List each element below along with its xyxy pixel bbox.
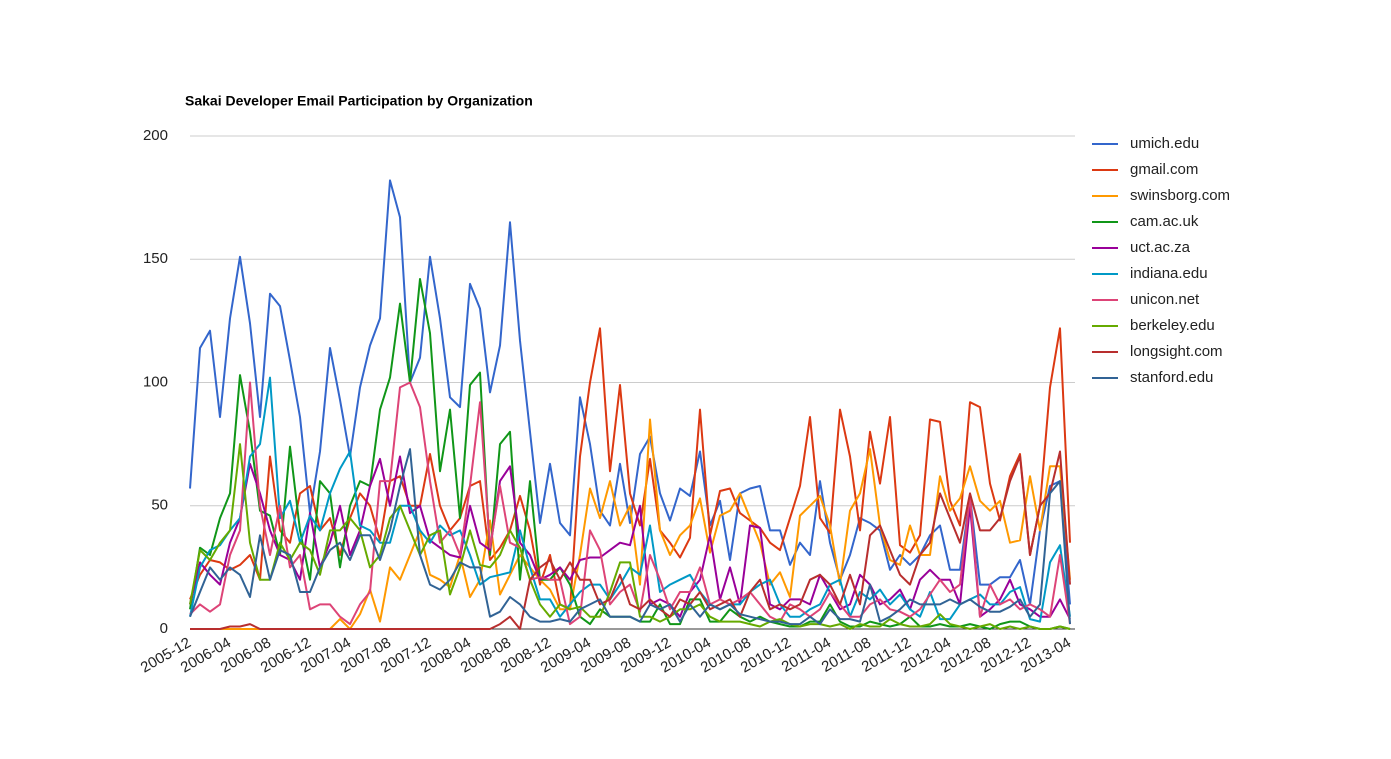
legend-label: unicon.net <box>1130 291 1200 308</box>
legend-label: gmail.com <box>1130 161 1198 178</box>
legend-label: longsight.com <box>1130 343 1223 360</box>
series-line <box>189 448 1071 626</box>
series-line <box>190 418 1071 630</box>
series-line <box>189 455 1071 620</box>
legend-label: stanford.edu <box>1130 369 1213 386</box>
legend-label: swinsborg.com <box>1130 187 1230 204</box>
series-line <box>189 443 1071 630</box>
chart-title: Sakai Developer Email Participation by O… <box>185 93 533 109</box>
series-line <box>189 179 1071 606</box>
y-tick-label: 100 <box>143 373 168 390</box>
legend-label: umich.edu <box>1130 135 1199 152</box>
y-tick-label: 50 <box>151 497 168 514</box>
legend-label: cam.ac.uk <box>1130 213 1199 230</box>
y-tick-label: 150 <box>143 250 168 267</box>
legend-label: berkeley.edu <box>1130 317 1215 334</box>
y-tick-label: 200 <box>143 127 168 144</box>
y-tick-label: 0 <box>160 620 168 637</box>
legend-label: uct.ac.za <box>1130 239 1191 256</box>
legend-label: indiana.edu <box>1130 265 1208 282</box>
series-line <box>190 450 1071 630</box>
